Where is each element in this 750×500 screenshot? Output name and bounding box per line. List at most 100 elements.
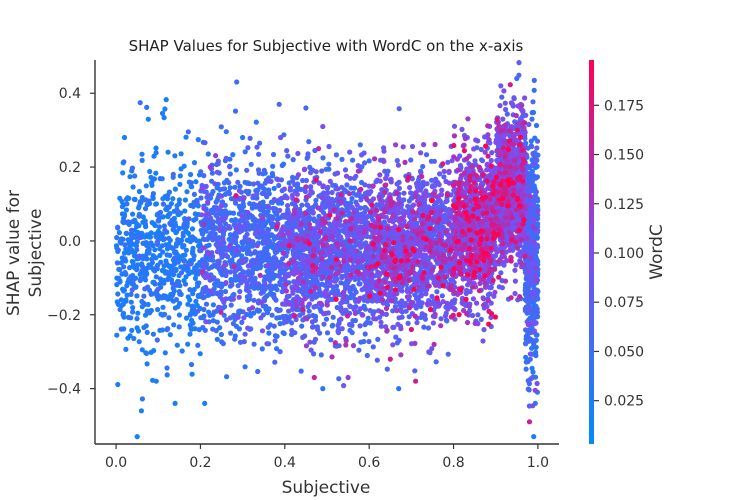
data-point: [326, 161, 332, 167]
data-point: [165, 326, 171, 332]
data-point: [190, 291, 196, 297]
data-point: [245, 145, 251, 151]
data-point: [335, 322, 341, 329]
data-point: [215, 258, 221, 264]
data-point: [288, 219, 294, 225]
data-point: [263, 245, 270, 252]
data-point: [150, 377, 156, 383]
data-point: [150, 291, 156, 297]
data-point: [423, 152, 430, 158]
data-point: [531, 295, 538, 301]
data-point: [526, 284, 532, 290]
data-point: [128, 315, 134, 321]
data-point: [183, 315, 190, 321]
data-point: [525, 386, 531, 392]
data-point: [532, 314, 538, 320]
data-point: [210, 326, 216, 332]
data-point: [164, 372, 170, 378]
data-point: [230, 152, 236, 158]
data-point: [335, 330, 342, 336]
data-point: [523, 366, 529, 372]
data-point: [206, 309, 212, 315]
data-point: [232, 184, 238, 190]
data-point: [503, 106, 509, 113]
data-point: [264, 253, 270, 259]
data-point: [157, 246, 163, 252]
data-point: [366, 158, 372, 164]
data-point: [349, 322, 355, 328]
data-point: [177, 291, 183, 297]
data-point: [167, 211, 173, 217]
data-point: [430, 183, 436, 189]
data-point: [189, 371, 195, 377]
data-point: [257, 206, 263, 212]
data-point: [198, 227, 204, 233]
data-point: [361, 294, 367, 300]
data-point: [289, 320, 295, 326]
data-point: [115, 247, 121, 253]
data-point: [258, 183, 264, 189]
data-point: [151, 153, 157, 159]
data-point: [172, 249, 178, 256]
data-point: [133, 243, 140, 249]
data-point: [277, 349, 283, 355]
data-point: [347, 327, 353, 333]
data-point: [384, 366, 390, 372]
data-point: [169, 263, 175, 269]
data-point: [531, 434, 537, 440]
data-point: [142, 206, 149, 212]
data-point: [240, 309, 246, 315]
data-point: [479, 157, 485, 163]
data-point: [149, 260, 155, 266]
data-point: [143, 323, 149, 329]
data-point: [356, 281, 362, 287]
data-point: [308, 216, 314, 222]
data-point: [140, 253, 146, 259]
data-point: [197, 351, 203, 357]
data-point: [211, 309, 217, 315]
data-point: [437, 171, 443, 177]
data-point: [171, 322, 177, 328]
data-point: [437, 245, 443, 251]
data-point: [163, 97, 169, 103]
data-point: [195, 308, 201, 314]
data-point: [166, 189, 172, 195]
data-point: [191, 286, 197, 293]
data-point: [271, 185, 277, 191]
data-point: [261, 223, 267, 229]
data-point: [524, 307, 530, 313]
data-point: [355, 163, 361, 169]
data-point: [210, 302, 216, 308]
data-point: [201, 289, 207, 295]
data-point: [321, 321, 327, 327]
data-point: [433, 359, 439, 365]
data-point: [134, 316, 140, 322]
data-point: [154, 337, 160, 343]
data-point: [269, 312, 275, 318]
data-point: [266, 271, 272, 277]
data-point: [336, 343, 342, 349]
data-point: [177, 181, 183, 187]
data-point: [205, 193, 211, 199]
data-point: [378, 323, 384, 329]
data-point: [526, 329, 532, 336]
data-point: [240, 246, 246, 253]
data-point: [301, 216, 307, 222]
data-point: [134, 434, 140, 440]
data-point: [242, 179, 248, 185]
data-point: [528, 307, 534, 313]
data-point: [115, 381, 121, 388]
data-point: [533, 189, 540, 195]
data-point: [292, 221, 298, 227]
data-point: [531, 339, 538, 345]
data-point: [308, 283, 314, 290]
data-point: [254, 307, 260, 313]
data-point: [527, 184, 533, 190]
data-point: [343, 307, 349, 313]
data-point: [395, 162, 401, 168]
data-point: [441, 174, 447, 180]
data-point: [214, 336, 220, 342]
data-point: [232, 237, 238, 243]
data-point: [131, 335, 137, 342]
data-point: [169, 280, 175, 286]
